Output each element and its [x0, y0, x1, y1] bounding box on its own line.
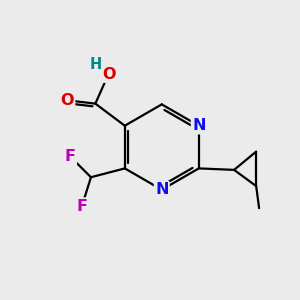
Text: F: F	[76, 199, 88, 214]
Text: O: O	[61, 93, 74, 108]
Text: N: N	[155, 182, 169, 197]
Text: O: O	[102, 67, 116, 82]
Text: H: H	[90, 57, 102, 72]
Text: N: N	[192, 118, 206, 133]
Text: F: F	[65, 149, 76, 164]
